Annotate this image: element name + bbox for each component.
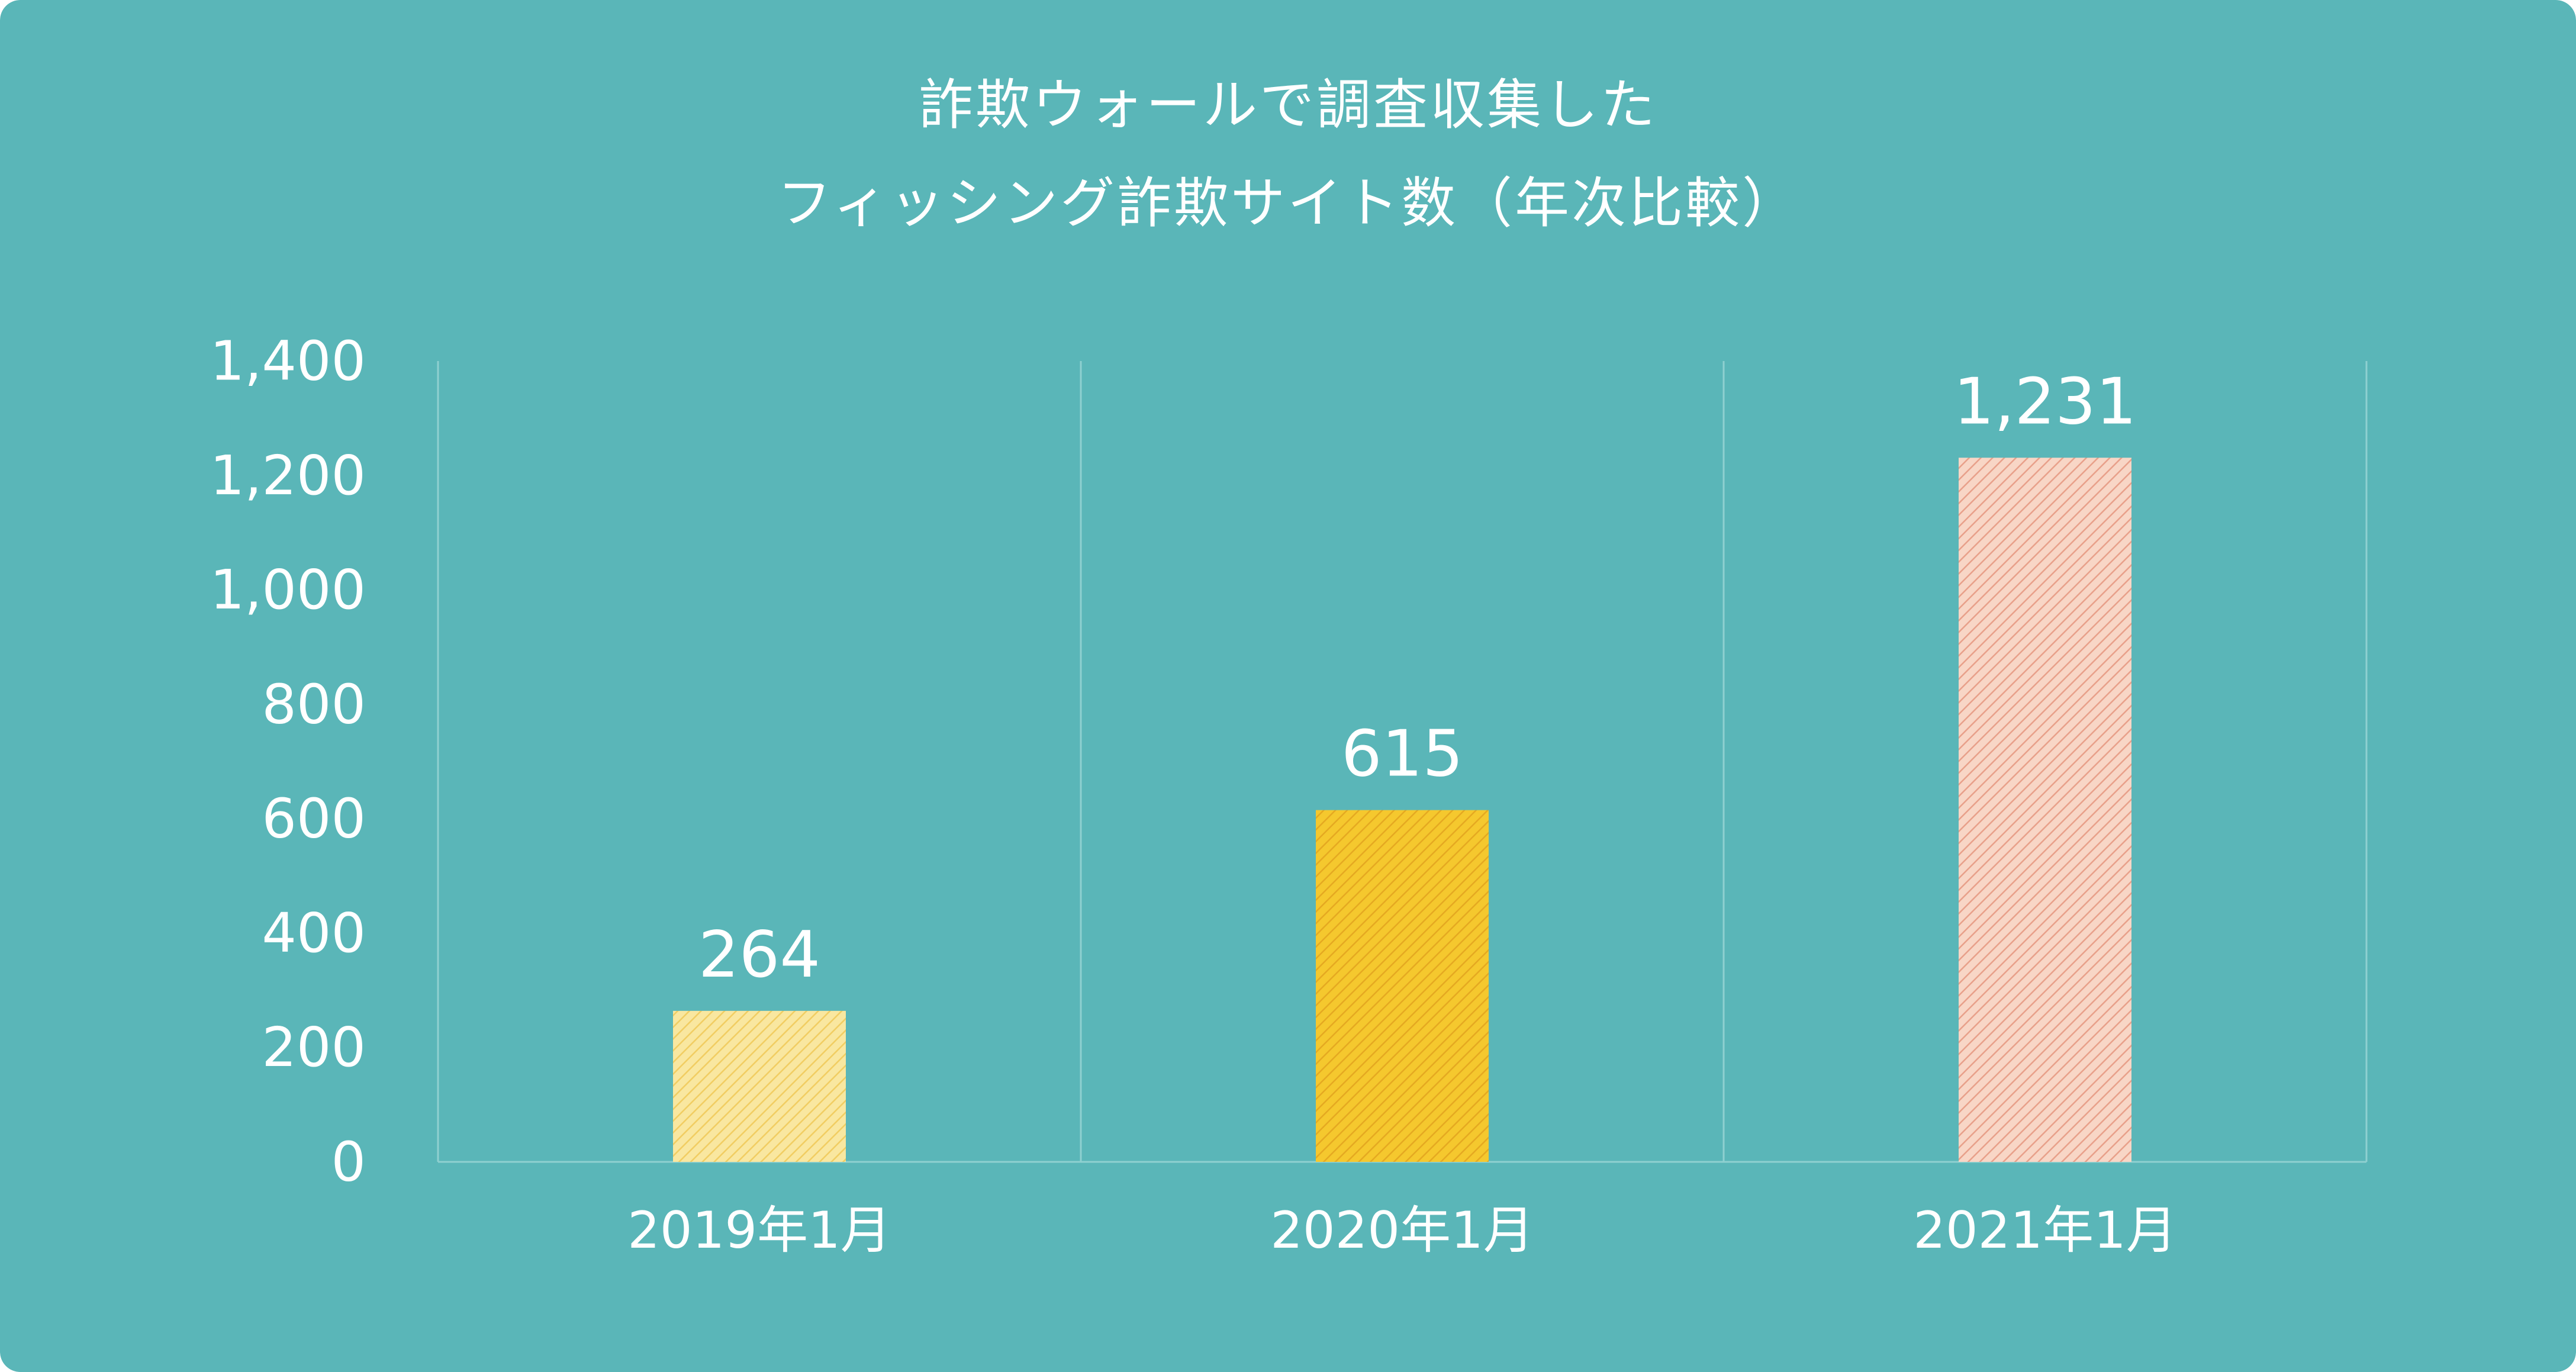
chart-title-line-1: 詐欺ウォールで調査収集した [918, 73, 1657, 137]
bar-value-label: 264 [698, 918, 820, 992]
x-tick-label: 2020年1月 [1270, 1201, 1534, 1260]
chart-title-line-2: フィッシング詐欺サイト数（年次比較） [777, 172, 1799, 235]
bar-3 [1959, 458, 2131, 1162]
y-tick-label: 1,000 [210, 558, 366, 621]
bar-value-label: 1,231 [1953, 365, 2136, 439]
bar-value-label: 615 [1341, 717, 1463, 791]
x-tick-label: 2021年1月 [1913, 1201, 2177, 1260]
y-tick-label: 600 [262, 787, 366, 851]
bar-1 [673, 1010, 846, 1162]
y-tick-label: 200 [262, 1016, 366, 1079]
x-tick-label: 2019年1月 [627, 1201, 891, 1260]
bar-2 [1316, 810, 1489, 1162]
y-tick-label: 0 [331, 1131, 366, 1194]
y-tick-label: 400 [262, 901, 366, 965]
y-tick-label: 1,400 [210, 330, 366, 393]
y-tick-label: 800 [262, 672, 366, 736]
y-tick-label: 1,200 [210, 444, 366, 507]
